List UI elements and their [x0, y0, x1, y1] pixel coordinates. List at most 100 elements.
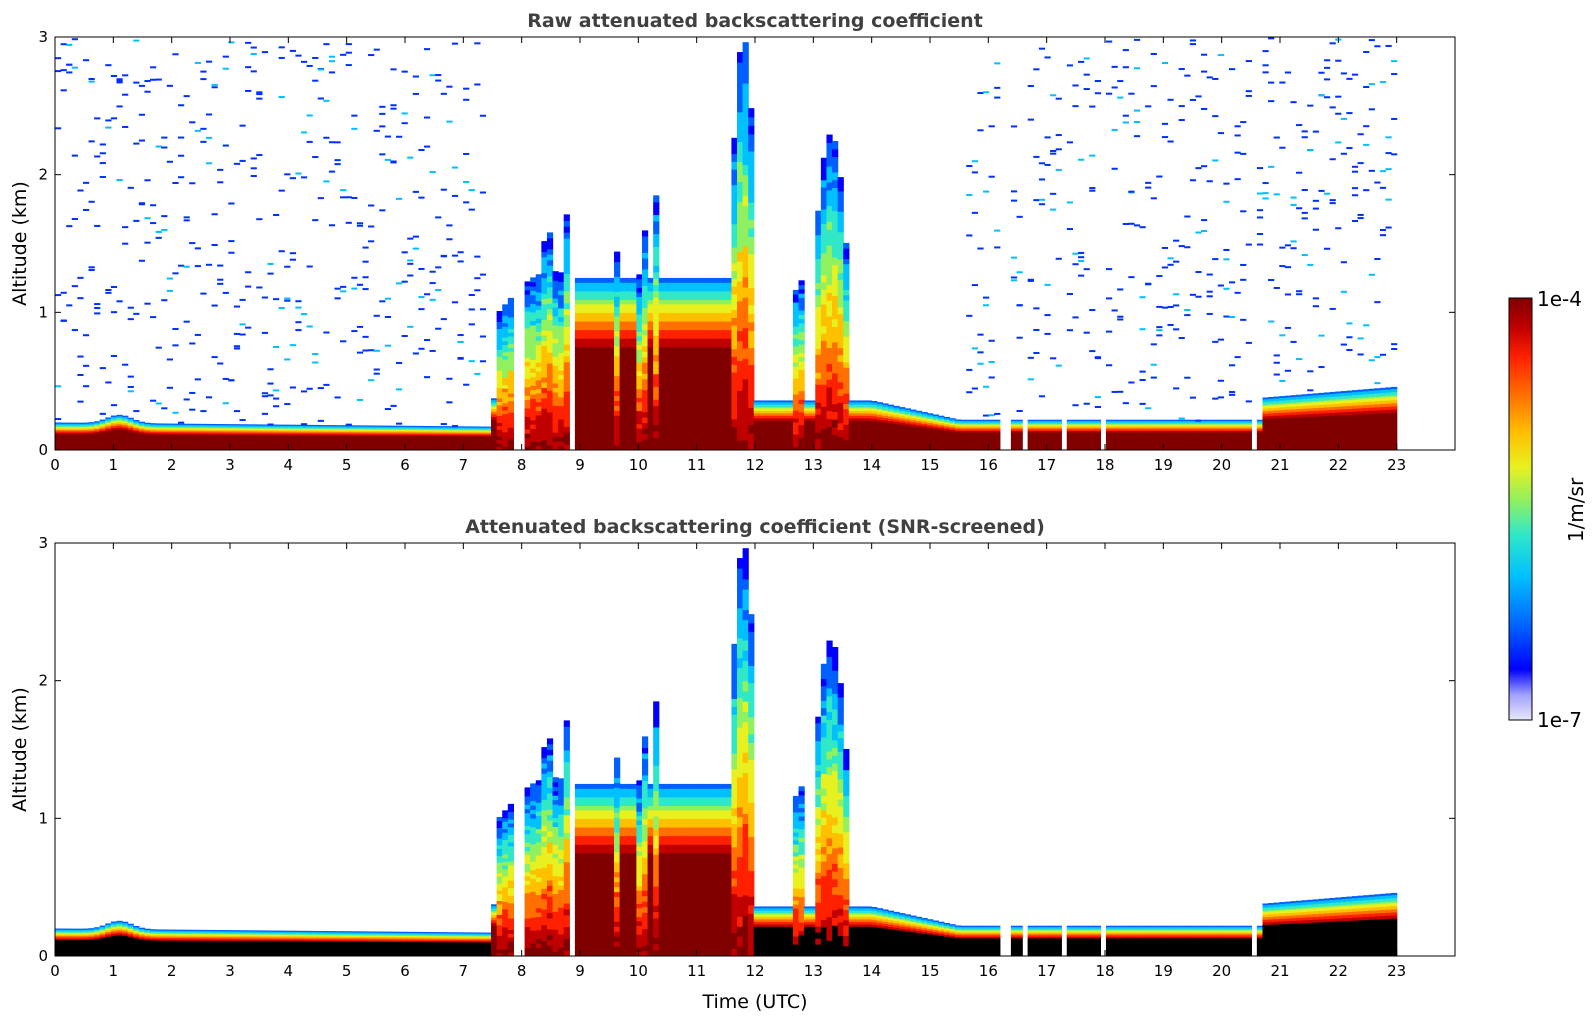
heatmap-cell — [228, 436, 235, 438]
heatmap-cell — [681, 299, 688, 305]
heatmap-cell — [356, 427, 364, 430]
heatmap-cell — [681, 445, 688, 450]
heatmap-cell — [99, 425, 106, 428]
heatmap-cell — [328, 432, 336, 434]
heatmap-cell — [641, 252, 649, 259]
heatmap-cell — [630, 295, 637, 301]
heatmap-cell — [507, 415, 514, 421]
heatmap-cell — [334, 440, 341, 442]
heatmap-cell — [138, 437, 146, 439]
heatmap-cell — [217, 439, 224, 441]
heatmap-cell — [524, 441, 531, 447]
heatmap-cell — [692, 355, 699, 361]
heatmap-cell — [312, 440, 319, 442]
heatmap-cell — [183, 428, 190, 431]
heatmap-cell — [614, 370, 621, 377]
heatmap-cell — [625, 385, 632, 391]
heatmap-cell — [256, 439, 263, 441]
heatmap-cell — [110, 416, 118, 418]
heatmap-cell — [692, 342, 699, 348]
heatmap-cell — [507, 381, 514, 386]
heatmap-cell — [295, 444, 302, 447]
heatmap-cell — [289, 441, 296, 443]
noise-speck — [278, 56, 285, 59]
heatmap-cell — [362, 430, 369, 432]
heatmap-cell — [345, 445, 352, 447]
heatmap-cell — [217, 427, 224, 429]
heatmap-cell — [110, 442, 118, 444]
heatmap-cell — [423, 445, 431, 447]
heatmap-cell — [261, 437, 269, 440]
heatmap-cell — [653, 322, 660, 330]
heatmap-cell — [619, 402, 626, 408]
heatmap-cell — [451, 443, 459, 445]
heatmap-cell — [373, 425, 380, 427]
heatmap-cell — [451, 436, 459, 438]
noise-speck — [55, 294, 62, 297]
heatmap-cell — [105, 445, 112, 447]
noise-speck — [345, 423, 352, 426]
noise-speck — [401, 70, 408, 73]
heatmap-cell — [233, 448, 241, 450]
heatmap-cell — [340, 430, 347, 432]
noise-speck — [457, 357, 464, 360]
heatmap-cell — [541, 277, 548, 284]
heatmap-cell — [239, 436, 246, 438]
heatmap-cell — [558, 365, 565, 371]
heatmap-cell — [669, 445, 677, 450]
heatmap-cell — [647, 372, 654, 378]
heatmap-cell — [261, 444, 269, 446]
heatmap-cell — [546, 303, 554, 310]
heatmap-cell — [138, 421, 146, 424]
heatmap-cell — [653, 252, 660, 260]
heatmap-cell — [641, 384, 649, 391]
heatmap-cell — [71, 438, 78, 440]
heatmap-cell — [82, 443, 90, 446]
heatmap-cell — [278, 429, 285, 431]
heatmap-cell — [122, 437, 129, 439]
heatmap-cell — [597, 295, 604, 301]
heatmap-cell — [177, 438, 185, 440]
heatmap-cell — [222, 437, 229, 439]
heatmap-cell — [127, 431, 134, 433]
heatmap-cell — [681, 385, 688, 391]
heatmap-cell — [256, 441, 263, 443]
heatmap-cell — [133, 426, 140, 429]
heatmap-cell — [217, 432, 224, 434]
heatmap-cell — [345, 442, 352, 444]
heatmap-cell — [669, 342, 677, 348]
noise-speck — [463, 98, 470, 101]
heatmap-cell — [60, 428, 67, 431]
noise-speck — [250, 175, 257, 178]
noise-speck — [312, 219, 319, 222]
heatmap-cell — [94, 442, 101, 444]
noise-speck — [384, 344, 392, 347]
heatmap-cell — [653, 233, 660, 241]
heatmap-cell — [166, 424, 173, 427]
noise-speck — [407, 259, 414, 262]
heatmap-cell — [597, 277, 604, 283]
heatmap-cell — [245, 432, 252, 434]
heatmap-cell — [172, 432, 179, 435]
heatmap-cell — [407, 431, 414, 433]
heatmap-cell — [496, 404, 503, 409]
heatmap-cell — [82, 425, 90, 427]
heatmap-cell — [256, 431, 263, 433]
heatmap-cell — [94, 436, 101, 438]
heatmap-cell — [636, 384, 643, 390]
heatmap-cell — [686, 290, 693, 296]
heatmap-cell — [245, 448, 252, 450]
heatmap-cell — [396, 437, 403, 439]
heatmap-cell — [586, 381, 593, 387]
heatmap-cell — [161, 426, 168, 428]
heatmap-cell — [295, 436, 302, 438]
heatmap-cell — [155, 442, 162, 444]
noise-speck — [396, 197, 403, 200]
heatmap-cell — [122, 431, 129, 434]
noise-speck — [362, 335, 369, 338]
heatmap-cell — [82, 432, 90, 435]
heatmap-cell — [379, 445, 386, 447]
heatmap-cell — [239, 443, 246, 445]
heatmap-cell — [55, 447, 62, 450]
heatmap-cell — [55, 439, 62, 441]
